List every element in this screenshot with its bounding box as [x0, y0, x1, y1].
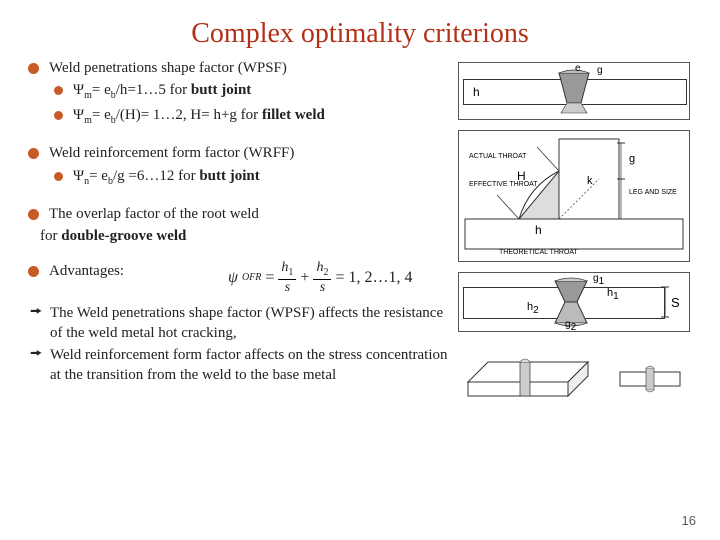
bullet-text: The overlap factor of the root weld — [49, 204, 458, 224]
adv-item-2: 🠚 Weld reinforcement form factor affects… — [28, 345, 458, 386]
bullet-icon — [28, 266, 39, 277]
bullet-wpsf: Weld penetrations shape factor (WPSF) — [28, 58, 458, 78]
bullet-text: Ψn= eb/g =6…12 for butt joint — [73, 166, 458, 189]
diagram-iso-plates — [458, 342, 688, 412]
arrow-icon: 🠚 — [30, 346, 42, 365]
bullet-icon — [28, 63, 39, 74]
bullet-wrff-sub1: Ψn= eb/g =6…12 for butt joint — [28, 166, 458, 189]
bullet-icon — [54, 172, 63, 181]
bullet-icon — [28, 209, 39, 220]
bullet-text: Ψm= eb/(H)= 1…2, H= h+g for fillet weld — [73, 105, 458, 128]
bullet-wrff: Weld reinforcement form factor (WRFF) — [28, 143, 458, 163]
slide-title: Complex optimality criterions — [0, 0, 720, 58]
adv-text: Weld reinforcement form factor affects o… — [50, 345, 458, 386]
bullet-text: Ψm= eb/h=1…5 for butt joint — [73, 80, 458, 103]
diagram-column: h e g ACTUAL THROAT EFFECTIVE THROAT THE… — [458, 58, 708, 412]
diagram-butt-joint: h e g — [458, 62, 690, 120]
adv-item-1: 🠚 The Weld penetrations shape factor (WP… — [28, 303, 458, 344]
bullet-wpsf-sub2: Ψm= eb/(H)= 1…2, H= h+g for fillet weld — [28, 105, 458, 128]
bullet-text: Weld reinforcement form factor (WRFF) — [49, 143, 458, 163]
arrow-icon: 🠚 — [30, 304, 42, 323]
diagram-double-groove: h1 h2 g1 g2 S — [458, 272, 690, 332]
bullet-text: Weld penetrations shape factor (WPSF) — [49, 58, 458, 78]
page-number: 16 — [682, 513, 696, 528]
diagram-fillet-weld: ACTUAL THROAT EFFECTIVE THROAT THEORETIC… — [458, 130, 690, 262]
overlap-line2: for double-groove weld — [28, 226, 458, 246]
text-column: Weld penetrations shape factor (WPSF) Ψm… — [0, 58, 458, 412]
bullet-icon — [28, 148, 39, 159]
bullet-wpsf-sub1: Ψm= eb/h=1…5 for butt joint — [28, 80, 458, 103]
bullet-icon — [54, 86, 63, 95]
bullet-overlap: The overlap factor of the root weld — [28, 204, 458, 224]
content-area: Weld penetrations shape factor (WPSF) Ψm… — [0, 58, 720, 412]
adv-text: The Weld penetrations shape factor (WPSF… — [50, 303, 458, 344]
bullet-icon — [54, 111, 63, 120]
